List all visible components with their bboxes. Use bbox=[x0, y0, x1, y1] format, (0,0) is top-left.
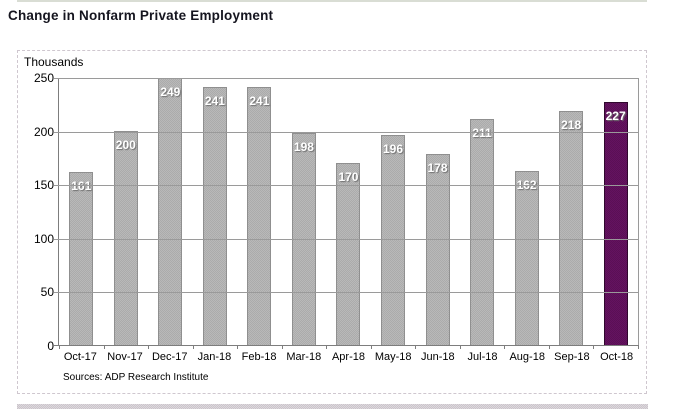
bar-slot-Aug-18: 162 bbox=[504, 78, 549, 345]
bar-value-label-Jan-18: 241 bbox=[204, 94, 225, 108]
x-axis-tick-0 bbox=[59, 345, 60, 349]
bottom-divider-strip bbox=[17, 404, 648, 409]
bar-slot-Jan-18: 241 bbox=[193, 78, 238, 345]
x-tick-label-Oct-17: Oct-17 bbox=[63, 351, 97, 363]
x-tick-label-Jul-18: Jul-18 bbox=[467, 351, 498, 363]
y-axis-zero-tick bbox=[54, 345, 59, 346]
x-axis-tick-13 bbox=[638, 345, 639, 349]
x-tick-label-Dec-17: Dec-17 bbox=[151, 351, 188, 363]
x-axis-tick-6 bbox=[326, 345, 328, 349]
bar-May-18: 196 bbox=[380, 135, 405, 345]
bar-slot-Sep-18: 218 bbox=[549, 78, 594, 345]
y-tick-label-50: 50 bbox=[40, 285, 54, 300]
x-tick-label-May-18: May-18 bbox=[374, 351, 412, 363]
gridline-50 bbox=[54, 292, 638, 294]
x-axis-tick-12 bbox=[593, 345, 595, 349]
y-axis-units-label: Thousands bbox=[24, 55, 84, 69]
bar-slot-May-18: 196 bbox=[371, 78, 416, 345]
bar-value-label-Jul-18: 211 bbox=[472, 126, 492, 140]
gridline-200 bbox=[54, 131, 638, 133]
x-axis-tick-8 bbox=[415, 345, 417, 349]
x-axis-tick-4 bbox=[237, 345, 239, 349]
x-tick-label-Mar-18: Mar-18 bbox=[286, 351, 322, 363]
bar-slot-Apr-18: 170 bbox=[326, 78, 371, 345]
bar-value-label-Sep-18: 218 bbox=[561, 118, 582, 132]
bar-value-label-Mar-18: 198 bbox=[293, 140, 314, 154]
x-tick-label-Sep-18: Sep-18 bbox=[554, 351, 590, 363]
bar-Sep-18: 218 bbox=[559, 111, 584, 345]
gridline-250 bbox=[54, 78, 638, 79]
x-axis-tick-7 bbox=[370, 345, 372, 349]
bar-Oct-17: 161 bbox=[69, 172, 94, 345]
bar-value-label-Dec-17: 249 bbox=[160, 85, 181, 99]
x-tick-label-Jun-18: Jun-18 bbox=[421, 351, 455, 363]
bar-Aug-18: 162 bbox=[514, 171, 539, 345]
x-tick-label-Jan-18: Jan-18 bbox=[197, 351, 232, 363]
x-axis-tick-1 bbox=[103, 345, 105, 349]
bar-slot-Dec-17: 249 bbox=[148, 78, 193, 345]
x-axis-tick-3 bbox=[192, 345, 194, 349]
bar-slot-Nov-17: 200 bbox=[104, 78, 149, 345]
bar-Dec-17: 249 bbox=[158, 78, 183, 345]
chart-container: Thousands 0 50 100 150 200 250 161 200 249 241 24… bbox=[17, 50, 647, 394]
bar-slot-Mar-18: 198 bbox=[282, 78, 327, 345]
gridline-100 bbox=[54, 238, 638, 240]
x-axis-tick-5 bbox=[281, 345, 283, 349]
y-tick-label-250: 250 bbox=[33, 71, 54, 85]
bar-slot-Jul-18: 211 bbox=[460, 78, 505, 345]
x-axis-tick-2 bbox=[148, 345, 150, 349]
sources-note: Sources: ADP Research Institute bbox=[63, 372, 209, 383]
bar-Apr-18: 170 bbox=[336, 163, 361, 345]
bar-value-label-Jun-18: 178 bbox=[427, 161, 448, 175]
bar-Jan-18: 241 bbox=[202, 87, 227, 345]
bar-value-label-Feb-18: 241 bbox=[249, 94, 270, 108]
bar-value-label-Oct-18: 227 bbox=[605, 109, 626, 123]
gridline-150 bbox=[54, 185, 638, 187]
x-axis-tick-11 bbox=[548, 345, 550, 349]
bar-Nov-17: 200 bbox=[113, 131, 138, 345]
bar-Jul-18: 211 bbox=[470, 119, 495, 345]
plot-area: 161 200 249 241 241 198 170 196 178 211 162 218 227 bbox=[54, 78, 639, 349]
x-axis-tick-labels: Oct-17 Nov-17 Dec-17 Jan-18 Feb-18 Mar-18 Apr-… bbox=[58, 351, 639, 363]
bar-slot-Oct-17: 161 bbox=[59, 78, 104, 345]
x-tick-label-Nov-17: Nov-17 bbox=[107, 351, 143, 363]
bar-Feb-18: 241 bbox=[247, 87, 272, 345]
x-tick-label-Apr-18: Apr-18 bbox=[331, 351, 365, 363]
bar-value-label-Apr-18: 170 bbox=[338, 170, 359, 184]
bar-slot-Feb-18: 241 bbox=[237, 78, 282, 345]
x-tick-label-Oct-18: Oct-18 bbox=[600, 351, 634, 363]
y-axis-tick-labels: 0 50 100 150 200 250 bbox=[18, 51, 54, 393]
x-tick-label-Aug-18: Aug-18 bbox=[509, 351, 545, 363]
top-divider-strip bbox=[17, 0, 647, 2]
page-title: Change in Nonfarm Private Employment bbox=[8, 8, 274, 23]
bar-value-label-May-18: 196 bbox=[382, 142, 403, 156]
bar-series: 161 200 249 241 241 198 170 196 178 211 162 218 227 bbox=[59, 78, 638, 345]
y-tick-label-200: 200 bbox=[33, 124, 54, 139]
bar-Oct-18: 227 bbox=[603, 102, 628, 345]
x-axis-tick-10 bbox=[504, 345, 506, 349]
bar-slot-Oct-18: 227 bbox=[593, 78, 638, 345]
y-tick-label-100: 100 bbox=[33, 231, 54, 246]
bar-Jun-18: 178 bbox=[425, 154, 450, 345]
bar-value-label-Nov-17: 200 bbox=[115, 138, 136, 152]
y-tick-label-150: 150 bbox=[33, 178, 54, 193]
x-axis-tick-9 bbox=[459, 345, 461, 349]
bar-slot-Jun-18: 178 bbox=[415, 78, 460, 345]
y-tick-label-0: 0 bbox=[47, 339, 54, 353]
x-tick-label-Feb-18: Feb-18 bbox=[241, 351, 277, 363]
bar-value-label-Aug-18: 162 bbox=[516, 178, 537, 192]
